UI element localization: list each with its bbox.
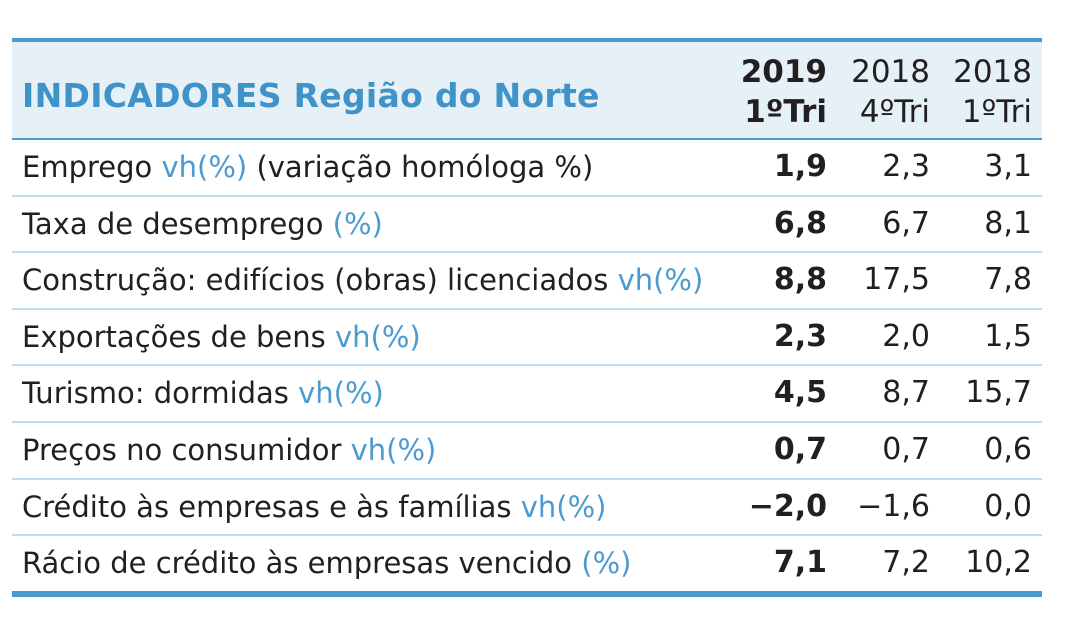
top-rule [12, 38, 1042, 42]
value-2018-q1: 7,8 [984, 262, 1032, 298]
value-2019-q1: 1,9 [773, 149, 827, 184]
indicator-name: Exportações de bens [22, 319, 326, 354]
unit-label: (%) [332, 206, 383, 241]
column-quarter: 1ºTri [961, 94, 1032, 130]
unit-label: (%) [581, 546, 632, 581]
row-label: Taxa de desemprego (%) [22, 205, 383, 243]
value-2018-q4: 7,2 [882, 545, 930, 581]
value-2018-q1: 3,1 [984, 149, 1032, 184]
value-2019-q1: 0,7 [773, 431, 827, 467]
indicator-name: Rácio de crédito às empresas vencido [22, 546, 573, 581]
table-row: Turismo: dormidas vh(%) 4,5 8,7 15,7 [12, 366, 1042, 423]
column-year: 2018 [953, 54, 1032, 90]
value-2018-q1: 8,1 [984, 205, 1032, 241]
table-row: Crédito às empresas e às famílias vh(%) … [12, 480, 1042, 537]
unit-label: vh(%) [350, 432, 437, 467]
table-row: Exportações de bens vh(%) 2,3 2,0 1,5 [12, 310, 1042, 367]
bottom-rule [12, 590, 1042, 597]
column-year: 2019 [740, 54, 827, 90]
indicator-name: Preços no consumidor [22, 432, 342, 467]
row-label: Exportações de bens vh(%) [22, 318, 421, 356]
indicators-table: INDICADORES Região do Norte 2019 1ºTri 2… [12, 38, 1042, 597]
table-row: Preços no consumidor vh(%) 0,7 0,7 0,6 [12, 423, 1042, 480]
value-2019-q1: 6,8 [773, 205, 827, 241]
value-2018-q1: 10,2 [965, 545, 1032, 581]
table-header: INDICADORES Região do Norte 2019 1ºTri 2… [12, 42, 1042, 140]
row-label: Emprego vh(%) (variação homóloga %) [22, 148, 593, 186]
column-header-3: 2018 1ºTri [922, 52, 1032, 132]
row-label: Construção: edifícios (obras) licenciado… [22, 261, 703, 299]
column-quarter: 1ºTri [744, 94, 827, 130]
value-2018-q4: −1,6 [857, 488, 930, 524]
unit-label: vh(%) [298, 376, 384, 411]
column-header-2: 2018 4ºTri [820, 52, 930, 132]
unit-label: vh(%) [520, 489, 607, 524]
row-label: Preços no consumidor vh(%) [22, 431, 436, 469]
column-year: 2018 [851, 54, 930, 90]
value-2018-q1: 0,0 [984, 488, 1032, 524]
value-2018-q4: 0,7 [882, 431, 930, 467]
value-2019-q1: 4,5 [773, 375, 827, 411]
value-2018-q1: 0,6 [984, 431, 1032, 467]
value-2018-q4: 2,0 [882, 318, 930, 354]
indicator-name: Construção: edifícios (obras) licenciado… [22, 263, 609, 298]
value-2018-q4: 17,5 [863, 262, 930, 298]
indicator-name: Turismo: dormidas [22, 376, 289, 411]
table-row: Emprego vh(%) (variação homóloga %) 1,9 … [12, 140, 1042, 197]
table-title: INDICADORES Região do Norte [22, 76, 600, 115]
value-2019-q1: −2,0 [748, 488, 827, 524]
column-header-1: 2019 1ºTri [717, 52, 827, 132]
unit-label: vh(%) [161, 150, 248, 184]
row-label: Turismo: dormidas vh(%) [22, 374, 384, 412]
value-2018-q4: 2,3 [882, 149, 930, 184]
row-label: Crédito às empresas e às famílias vh(%) [22, 488, 607, 526]
indicator-name: Taxa de desemprego [22, 206, 324, 241]
indicator-name: Crédito às empresas e às famílias [22, 489, 512, 524]
unit-label: vh(%) [617, 263, 704, 298]
value-2018-q4: 8,7 [882, 375, 930, 411]
indicator-name: Emprego [22, 150, 153, 184]
value-2018-q1: 1,5 [984, 318, 1032, 354]
column-quarter: 4ºTri [859, 94, 930, 130]
table-row: Construção: edifícios (obras) licenciado… [12, 253, 1042, 310]
value-2019-q1: 7,1 [773, 545, 827, 581]
unit-label: vh(%) [334, 319, 421, 354]
value-2019-q1: 8,8 [773, 262, 827, 298]
value-2019-q1: 2,3 [773, 318, 827, 354]
row-label: Rácio de crédito às empresas vencido (%) [22, 544, 631, 582]
indicator-note: (variação homóloga %) [256, 150, 594, 184]
value-2018-q1: 15,7 [965, 375, 1032, 411]
table-row: Taxa de desemprego (%) 6,8 6,7 8,1 [12, 197, 1042, 254]
table-row: Rácio de crédito às empresas vencido (%)… [12, 536, 1042, 591]
value-2018-q4: 6,7 [882, 205, 930, 241]
